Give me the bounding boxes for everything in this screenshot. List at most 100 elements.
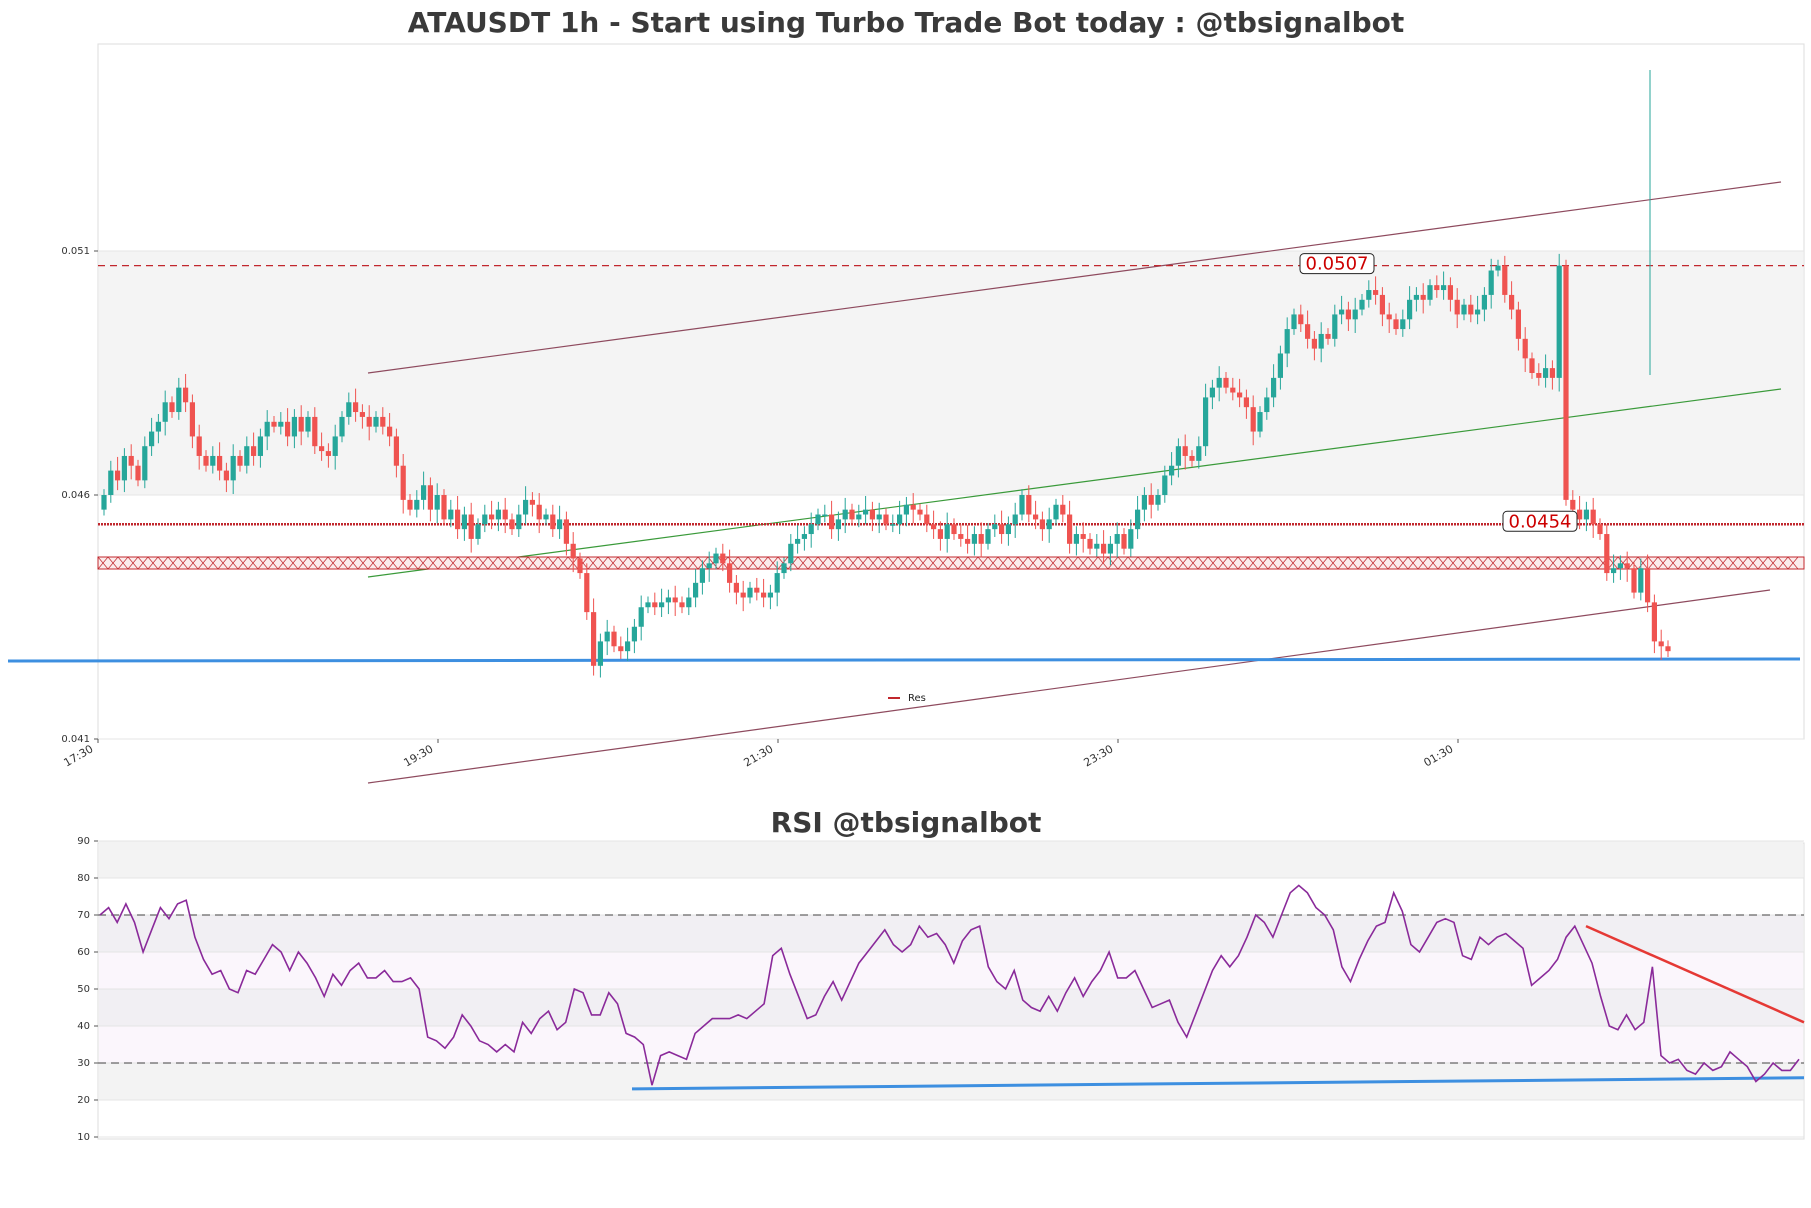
candle-body: [584, 573, 590, 613]
hatched-zone-stroke: [617, 556, 629, 570]
candle-body: [611, 631, 617, 647]
hatched-zone-stroke: [527, 556, 539, 570]
candle-body: [1515, 309, 1521, 339]
rsi-band-top: [99, 841, 1803, 878]
candle-body: [135, 465, 141, 481]
candle-body: [1645, 568, 1651, 603]
hatched-zone-stroke: [627, 556, 639, 570]
hatched-zone-stroke: [917, 556, 929, 570]
candle-body: [1651, 602, 1657, 642]
candle-body: [883, 514, 889, 525]
channel-lower-line: [367, 589, 1771, 784]
hatched-zone-stroke: [817, 556, 829, 570]
candle-body: [1339, 309, 1345, 315]
rsi-y-tick-label: 70: [77, 910, 90, 921]
candle-body: [1570, 499, 1576, 510]
candle-body: [699, 568, 705, 583]
candle-body: [366, 416, 372, 427]
candle-body: [257, 436, 263, 456]
hatched-zone-stroke: [867, 556, 879, 570]
candle-body: [1141, 495, 1147, 510]
rsi-y-tick-label: 20: [77, 1095, 90, 1106]
candle-body: [747, 587, 753, 598]
candle-body: [1543, 368, 1549, 378]
hatched-zone-stroke: [1377, 556, 1389, 570]
hatched-zone-stroke: [467, 556, 479, 570]
candle-body: [1366, 290, 1372, 300]
candle-body: [1434, 285, 1440, 291]
hatched-zone-stroke: [1527, 556, 1539, 570]
candle-body: [1046, 519, 1052, 530]
candle-body: [876, 514, 882, 520]
hatched-zone-stroke: [737, 556, 749, 570]
candle-body: [917, 509, 923, 515]
hatched-zone-stroke: [1187, 556, 1199, 570]
hatched-zone-stroke: [517, 556, 529, 570]
hatched-zone-stroke: [1127, 556, 1139, 570]
hatched-zone-stroke: [1337, 556, 1349, 570]
candle-body: [142, 446, 148, 481]
candle-body: [1216, 377, 1222, 388]
candle-body: [359, 412, 365, 417]
candle-body: [1447, 285, 1453, 300]
candle-body: [1203, 397, 1209, 447]
candle-body: [1638, 568, 1644, 593]
candle-body: [1101, 543, 1107, 554]
candle-body: [597, 641, 603, 666]
candle-body: [393, 436, 399, 466]
hatched-zone-stroke: [1407, 556, 1419, 570]
candle-body: [958, 534, 964, 539]
hatched-zone-stroke: [597, 556, 609, 570]
hatched-zone-stroke: [1267, 556, 1279, 570]
hatched-zone-stroke: [1447, 556, 1459, 570]
hatched-zone-stroke: [807, 556, 819, 570]
hatched-zone-stroke: [377, 556, 389, 570]
level-label-box: [1502, 510, 1578, 532]
hatched-zone-stroke: [777, 556, 789, 570]
candle-body: [407, 499, 413, 510]
hatched-zone-stroke: [1477, 556, 1489, 570]
candle-body: [645, 602, 651, 608]
candle-body: [434, 495, 440, 510]
candle-body: [543, 514, 549, 520]
hatched-zone-stroke: [287, 556, 299, 570]
candle-body: [387, 426, 393, 437]
candle-body: [1271, 377, 1277, 398]
hatched-zone-stroke: [1167, 556, 1179, 570]
candle-body: [1577, 509, 1583, 520]
hatched-zone-stroke: [767, 556, 779, 570]
hatched-zone-stroke: [697, 556, 709, 570]
candle-body: [788, 543, 794, 564]
hatched-zone-stroke: [357, 556, 369, 570]
candle-body: [196, 436, 202, 456]
candle-body: [1223, 377, 1229, 388]
hatched-zone-stroke: [927, 556, 939, 570]
rsi-resistance-trendline: [1585, 924, 1805, 1024]
hatched-zone-stroke: [1277, 556, 1289, 570]
hatched-zone-stroke: [247, 556, 259, 570]
candle-body: [1196, 446, 1202, 461]
candle-body: [1658, 641, 1664, 647]
candle-body: [536, 504, 542, 520]
hatched-zone-stroke: [267, 556, 279, 570]
candle-body: [217, 455, 223, 471]
candle-body: [305, 416, 311, 432]
rsi-y-tick-label: 10: [77, 1132, 90, 1143]
candle-body: [808, 524, 814, 535]
legend-label-res: Res: [908, 693, 926, 704]
candle-body: [285, 421, 291, 437]
candle-body: [570, 543, 576, 559]
hatched-zone-stroke: [837, 556, 849, 570]
candle-body: [1345, 309, 1351, 320]
hatched-zone-stroke: [1367, 556, 1379, 570]
hatched-zone-stroke: [1657, 556, 1669, 570]
candle-body: [1182, 446, 1188, 456]
hatched-zone-stroke: [1517, 556, 1529, 570]
candle-body: [339, 416, 345, 437]
candle-body: [251, 446, 257, 456]
hatched-zone-stroke: [1387, 556, 1399, 570]
rsi-band: [99, 989, 1803, 1026]
candle-body: [1509, 294, 1515, 310]
rsi-y-tick-label: 60: [77, 947, 90, 958]
hatched-zone-stroke: [1437, 556, 1449, 570]
